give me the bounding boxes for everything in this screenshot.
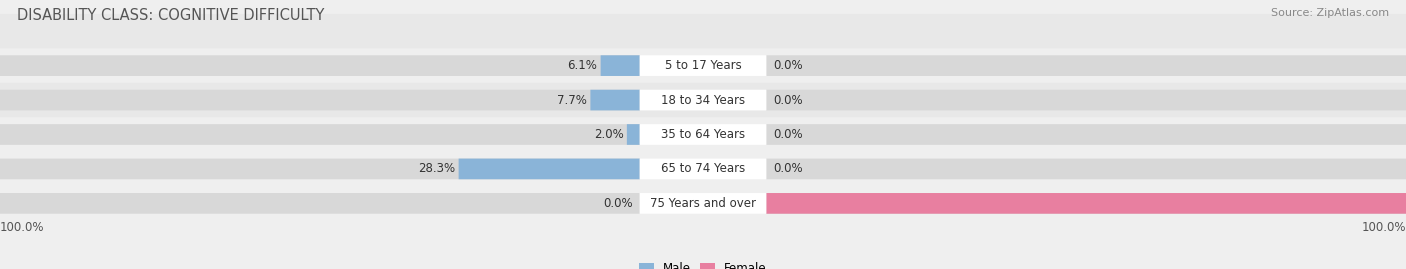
FancyBboxPatch shape xyxy=(640,55,766,76)
Text: 18 to 34 Years: 18 to 34 Years xyxy=(661,94,745,107)
FancyBboxPatch shape xyxy=(458,159,640,179)
Text: 5 to 17 Years: 5 to 17 Years xyxy=(665,59,741,72)
FancyBboxPatch shape xyxy=(766,159,1406,179)
FancyBboxPatch shape xyxy=(0,14,1406,186)
FancyBboxPatch shape xyxy=(0,83,1406,255)
FancyBboxPatch shape xyxy=(640,159,766,179)
Legend: Male, Female: Male, Female xyxy=(640,262,766,269)
Text: DISABILITY CLASS: COGNITIVE DIFFICULTY: DISABILITY CLASS: COGNITIVE DIFFICULTY xyxy=(17,8,325,23)
Text: 0.0%: 0.0% xyxy=(773,59,803,72)
Text: 0.0%: 0.0% xyxy=(773,94,803,107)
FancyBboxPatch shape xyxy=(0,117,1406,269)
Text: 6.1%: 6.1% xyxy=(567,59,598,72)
Text: 7.7%: 7.7% xyxy=(557,94,586,107)
FancyBboxPatch shape xyxy=(0,48,1406,221)
FancyBboxPatch shape xyxy=(640,124,766,145)
Text: 2.0%: 2.0% xyxy=(593,128,623,141)
Text: 28.3%: 28.3% xyxy=(418,162,456,175)
FancyBboxPatch shape xyxy=(0,0,1406,152)
Text: Source: ZipAtlas.com: Source: ZipAtlas.com xyxy=(1271,8,1389,18)
FancyBboxPatch shape xyxy=(0,193,640,214)
FancyBboxPatch shape xyxy=(766,193,1406,214)
FancyBboxPatch shape xyxy=(0,159,640,179)
Text: 0.0%: 0.0% xyxy=(773,128,803,141)
Text: 0.0%: 0.0% xyxy=(773,162,803,175)
FancyBboxPatch shape xyxy=(591,90,640,110)
FancyBboxPatch shape xyxy=(766,124,1406,145)
FancyBboxPatch shape xyxy=(600,55,640,76)
Text: 35 to 64 Years: 35 to 64 Years xyxy=(661,128,745,141)
Text: 75 Years and over: 75 Years and over xyxy=(650,197,756,210)
FancyBboxPatch shape xyxy=(766,193,1406,214)
Text: 65 to 74 Years: 65 to 74 Years xyxy=(661,162,745,175)
FancyBboxPatch shape xyxy=(766,55,1406,76)
FancyBboxPatch shape xyxy=(0,55,640,76)
FancyBboxPatch shape xyxy=(0,124,640,145)
FancyBboxPatch shape xyxy=(766,90,1406,110)
FancyBboxPatch shape xyxy=(640,193,766,214)
FancyBboxPatch shape xyxy=(0,90,640,110)
FancyBboxPatch shape xyxy=(627,124,640,145)
FancyBboxPatch shape xyxy=(640,90,766,110)
Text: 0.0%: 0.0% xyxy=(603,197,633,210)
Text: 100.0%: 100.0% xyxy=(1361,221,1406,233)
Text: 100.0%: 100.0% xyxy=(0,221,45,233)
